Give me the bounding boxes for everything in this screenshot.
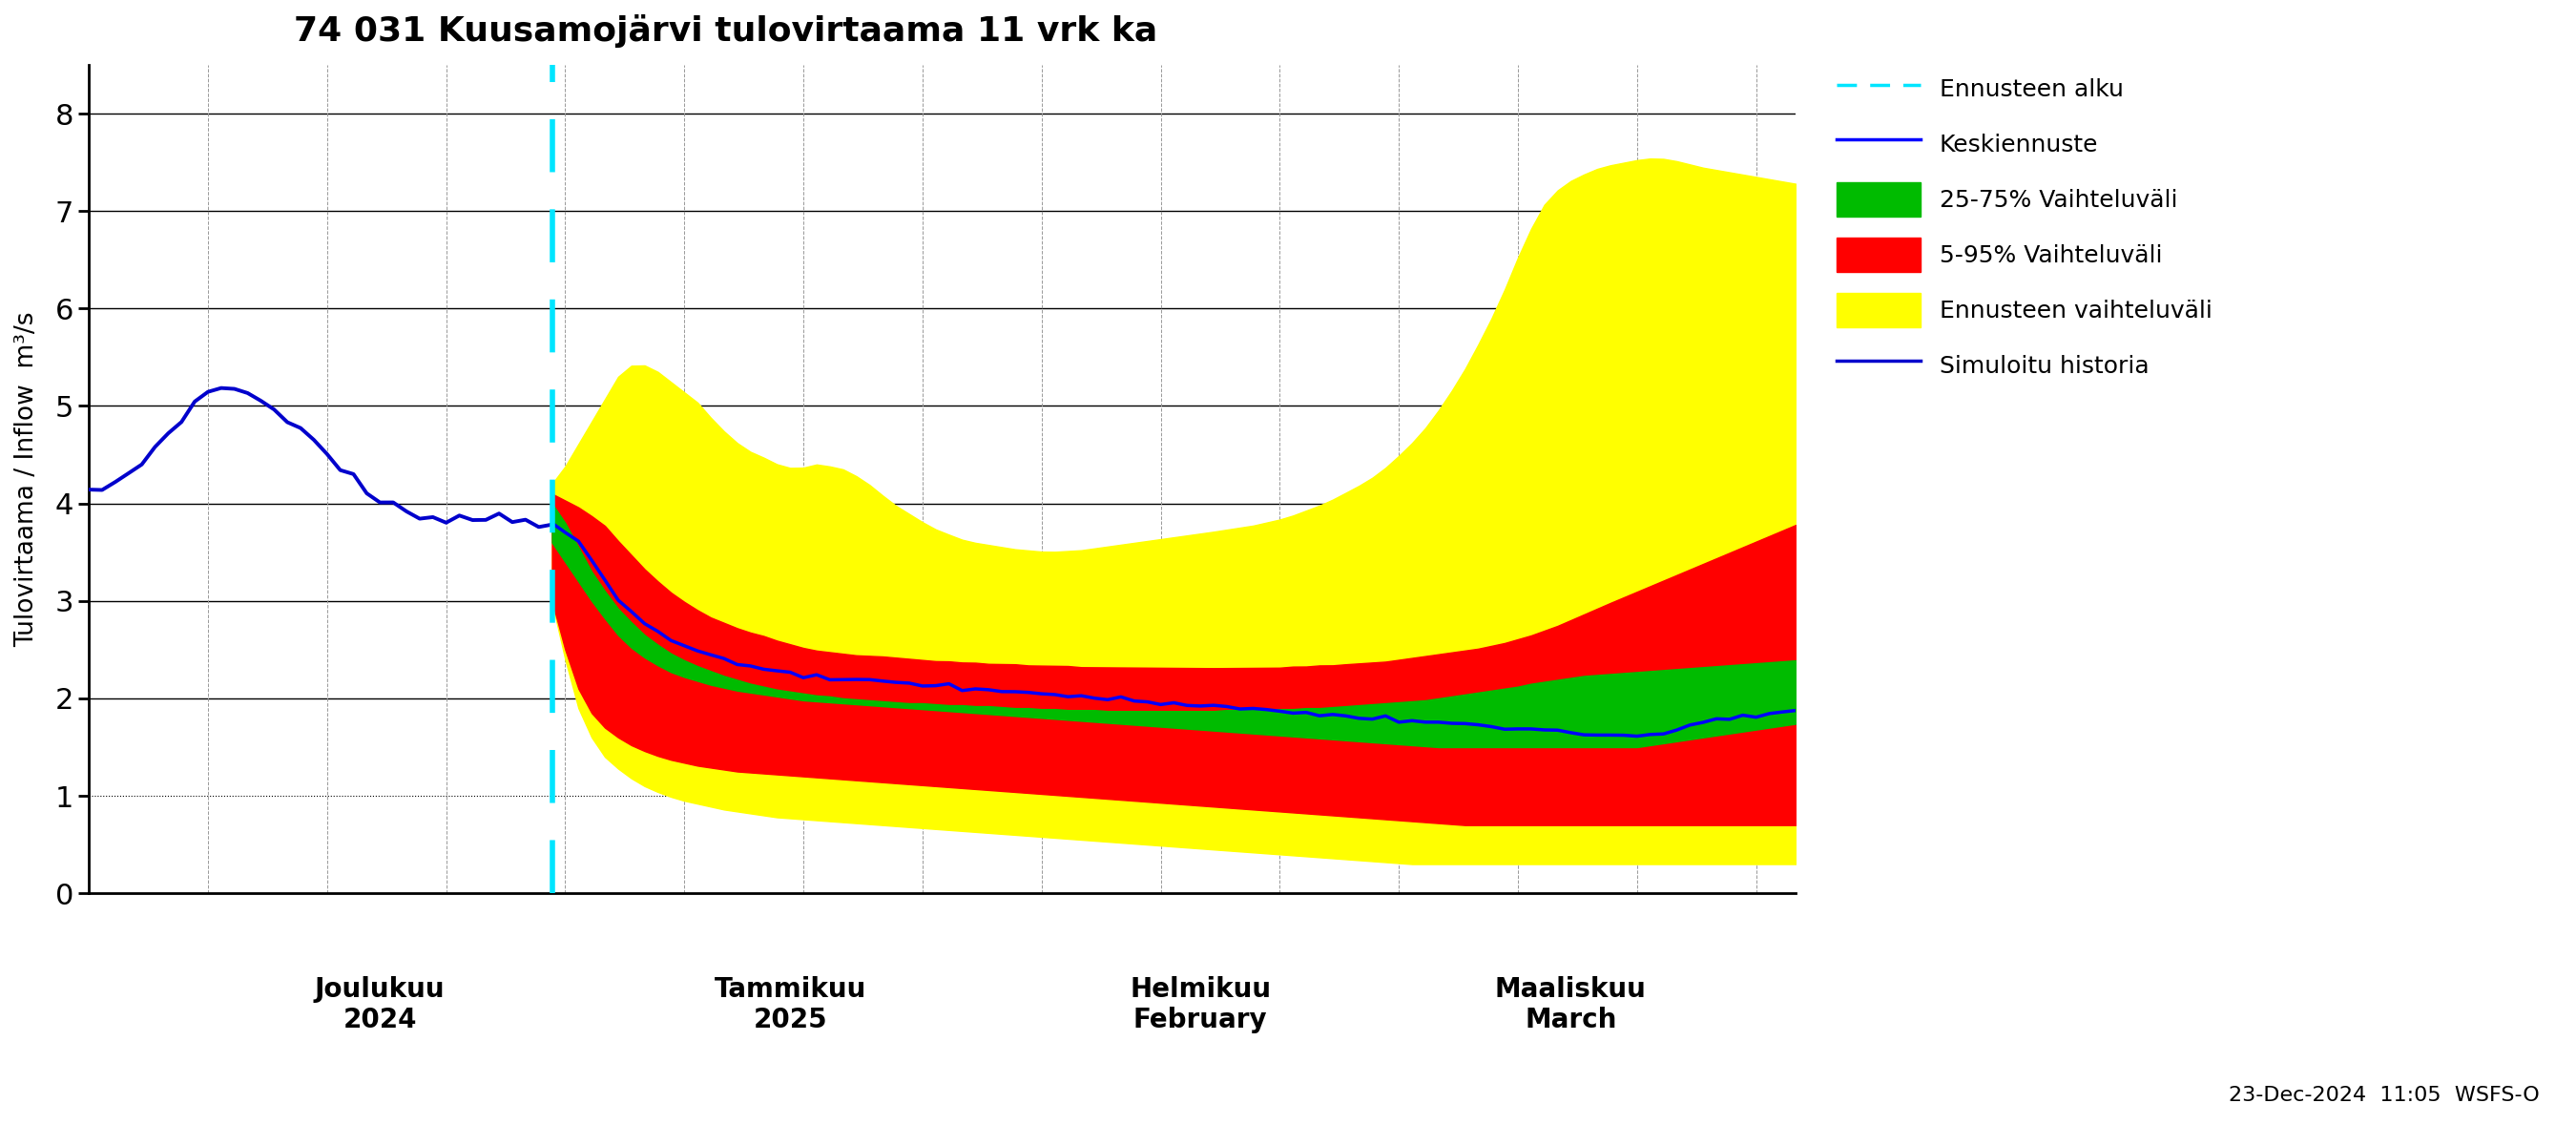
Text: Maaliskuu
March: Maaliskuu March <box>1494 977 1646 1034</box>
Text: 23-Dec-2024  11:05  WSFS-O: 23-Dec-2024 11:05 WSFS-O <box>2228 1085 2540 1105</box>
Text: Helmikuu
February: Helmikuu February <box>1131 977 1270 1034</box>
Text: Joulukuu
2024: Joulukuu 2024 <box>314 977 446 1034</box>
Text: 74 031 Kuusamojärvi tulovirtaama 11 vrk ka: 74 031 Kuusamojärvi tulovirtaama 11 vrk … <box>294 14 1157 48</box>
Y-axis label: Tulovirtaama / Inflow  m³/s: Tulovirtaama / Inflow m³/s <box>15 311 39 647</box>
Text: Tammikuu
2025: Tammikuu 2025 <box>714 977 866 1034</box>
Legend: Ennusteen alku, Keskiennuste, 25-75% Vaihteluväli, 5-95% Vaihteluväli, Ennusteen: Ennusteen alku, Keskiennuste, 25-75% Vai… <box>1824 61 2223 394</box>
